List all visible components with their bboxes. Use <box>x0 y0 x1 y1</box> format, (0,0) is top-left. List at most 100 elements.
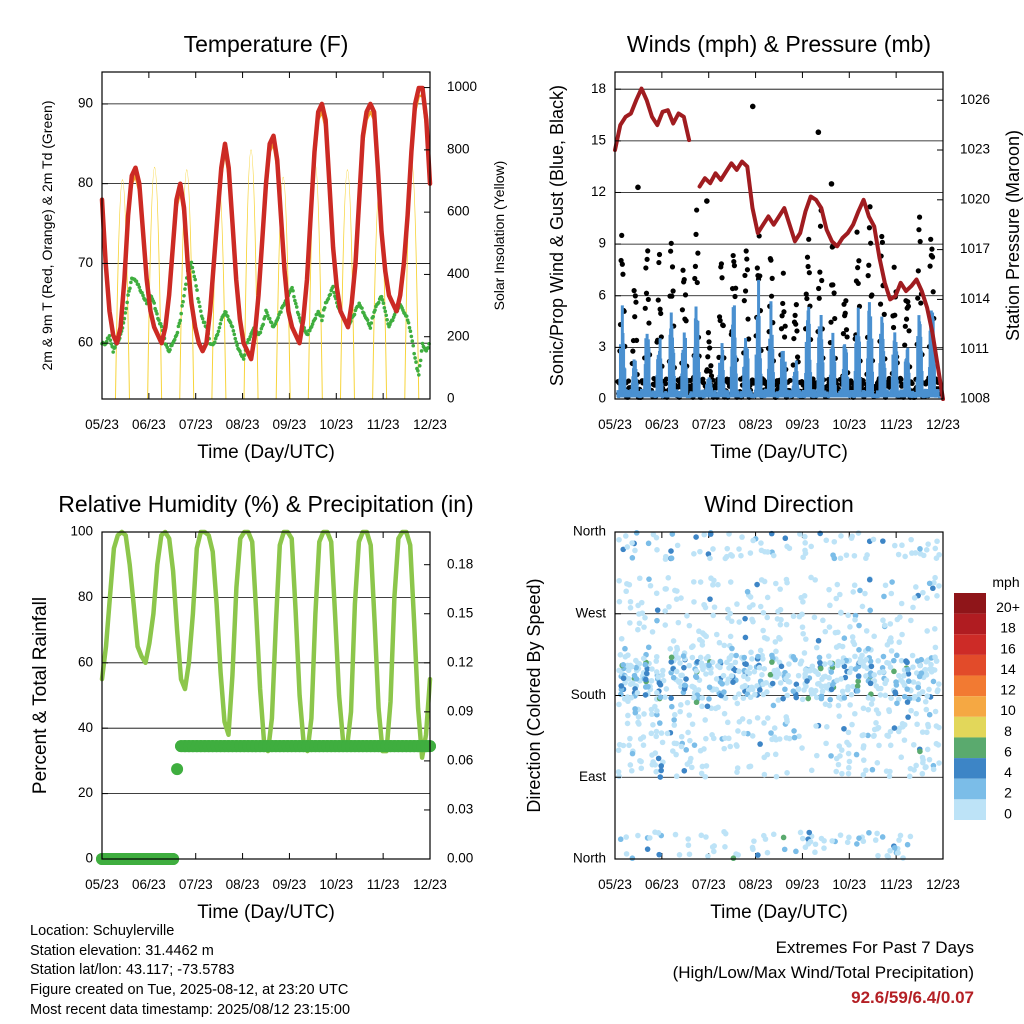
dewpoint-point <box>193 277 197 282</box>
direction-point <box>715 663 721 669</box>
direction-point <box>837 832 844 838</box>
direction-point <box>835 662 841 669</box>
direction-point <box>800 630 806 637</box>
direction-point <box>825 653 832 659</box>
panel-4: Wind Direction Time (Day/UTC) 05/23 06/23 07… <box>524 491 960 923</box>
direction-point <box>656 680 663 686</box>
direction-point <box>902 553 908 560</box>
y-axis-label-right: Solar Insolation (Yellow) <box>491 161 507 311</box>
direction-point <box>818 835 825 842</box>
direction-point <box>778 663 785 670</box>
direction-point <box>891 542 898 549</box>
dewpoint-point <box>181 299 185 304</box>
direction-point <box>833 595 840 602</box>
direction-point <box>783 576 790 583</box>
gust-point <box>705 354 711 360</box>
direction-point <box>812 849 818 856</box>
direction-point <box>905 671 912 677</box>
gust-point <box>733 285 739 291</box>
direction-point <box>777 586 783 592</box>
dewpoint-point <box>228 320 233 325</box>
dewpoint-point <box>310 322 315 326</box>
extremes-subtitle: (High/Low/Max Wind/Total Precipitation) <box>672 963 974 982</box>
gust-point <box>745 316 751 322</box>
y-axis-label: Percent & Total Rainfall <box>30 597 51 794</box>
direction-point <box>838 609 844 616</box>
y-tick-label-right: 1011 <box>960 341 989 356</box>
direction-point <box>930 766 937 773</box>
direction-point <box>872 837 879 843</box>
direction-point <box>839 770 845 777</box>
direction-point <box>749 844 756 851</box>
direction-point <box>684 613 690 619</box>
direction-point <box>853 751 860 758</box>
direction-point <box>672 650 679 656</box>
direction-point <box>887 768 893 775</box>
direction-point <box>653 728 660 735</box>
gust-point <box>879 239 886 245</box>
x-tick-label: 12/23 <box>413 417 447 432</box>
direction-point <box>761 720 767 726</box>
direction-point <box>828 686 835 693</box>
gust-point <box>743 248 749 254</box>
dewpoint-point <box>381 301 386 306</box>
dewpoint-point <box>322 305 327 310</box>
direction-point <box>923 658 929 665</box>
direction-point <box>733 652 739 659</box>
direction-point <box>725 615 731 621</box>
direction-point <box>643 676 649 683</box>
direction-point <box>808 543 815 550</box>
dewpoint-point <box>263 314 267 319</box>
dewpoint-point <box>248 335 252 339</box>
direction-point <box>710 735 717 742</box>
direction-point <box>625 667 632 674</box>
direction-point <box>744 669 751 675</box>
direction-point <box>620 662 627 668</box>
direction-point <box>615 769 622 775</box>
direction-point <box>735 728 741 734</box>
direction-point <box>901 693 908 700</box>
direction-point <box>678 672 684 679</box>
direction-point <box>701 531 708 538</box>
direction-point <box>854 683 861 689</box>
direction-point <box>683 747 690 753</box>
direction-point <box>751 838 757 844</box>
direction-point <box>654 708 660 714</box>
direction-point <box>632 706 638 712</box>
direction-point <box>689 764 695 771</box>
direction-point <box>704 703 711 710</box>
dewpoint-point <box>123 311 128 315</box>
direction-point <box>730 679 736 685</box>
direction-point <box>662 608 668 614</box>
dewpoint-point <box>408 329 413 333</box>
x-axis-label: Time (Day/UTC) <box>710 902 848 923</box>
direction-point <box>926 711 933 718</box>
direction-point <box>934 593 940 599</box>
direction-point <box>638 599 645 606</box>
direction-point <box>690 579 697 585</box>
direction-point <box>834 677 840 684</box>
dewpoint-point <box>414 360 418 364</box>
direction-point <box>783 735 790 741</box>
gust-point <box>906 328 912 334</box>
direction-point <box>701 632 708 638</box>
direction-point <box>932 644 939 651</box>
direction-point <box>847 624 853 630</box>
direction-point <box>624 544 631 550</box>
direction-point <box>719 681 725 687</box>
y-tick-label: 70 <box>78 255 93 270</box>
gust-point <box>902 342 908 348</box>
direction-point <box>783 621 790 628</box>
gust-point <box>898 376 904 382</box>
direction-point <box>691 684 697 691</box>
gust-point <box>620 271 626 277</box>
direction-point <box>891 657 897 664</box>
dewpoint-point <box>157 318 161 322</box>
direction-point <box>808 574 814 581</box>
direction-point <box>625 712 631 719</box>
direction-point <box>791 734 798 741</box>
x-tick-label: 12/23 <box>413 877 447 892</box>
direction-point <box>924 746 931 753</box>
speed-legend-swatch <box>954 696 986 717</box>
speed-legend-swatch <box>954 654 986 676</box>
